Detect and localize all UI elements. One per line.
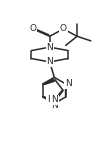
Text: N: N <box>46 43 53 52</box>
Text: O: O <box>60 24 67 33</box>
Text: H: H <box>47 95 53 104</box>
Text: N: N <box>51 101 58 110</box>
Text: N: N <box>51 95 58 104</box>
Text: O: O <box>29 24 36 33</box>
Text: N: N <box>65 79 72 88</box>
Text: N: N <box>46 57 53 66</box>
